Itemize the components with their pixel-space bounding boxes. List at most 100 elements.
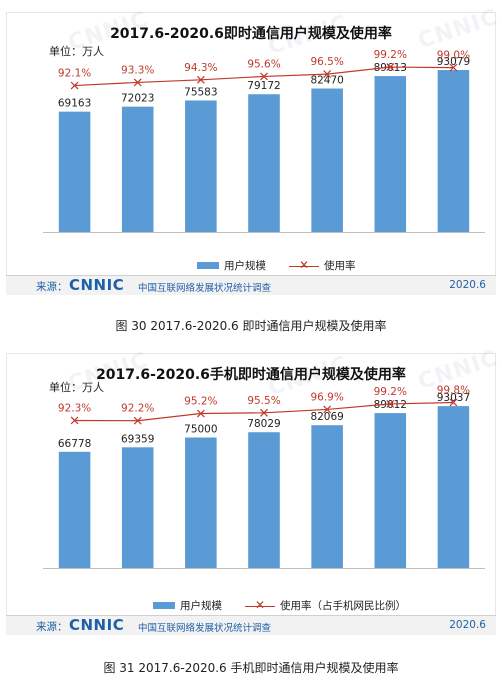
- source-org: 中国互联网络发展状况统计调查: [138, 623, 272, 634]
- rate-point-stroke: [260, 408, 268, 417]
- chart-title: 2017.6-2020.6即时通信用户规模及使用率: [110, 26, 392, 42]
- rate-point-stroke: [70, 81, 79, 90]
- chart-block-2: CNNIC CNNIC CNNIC 2017.6-2020.6手机即时通信用户规…: [0, 346, 502, 682]
- bar-value-label: 72023: [121, 93, 154, 105]
- figure-caption: 图 30 2017.6-2020.6 即时通信用户规模及使用率: [115, 319, 387, 333]
- rate-point-marker: [323, 405, 332, 414]
- unit-label: 单位：万人: [49, 45, 104, 58]
- rate-value-label: 96.9%: [310, 391, 343, 403]
- bar-user-scale: [437, 70, 470, 232]
- chart-plot: 691632017. 6720232017. 12755832018. 6791…: [43, 49, 485, 233]
- bar-value-label: 78029: [247, 418, 280, 430]
- rate-value-label: 92.3%: [58, 402, 91, 414]
- rate-value-label: 96.5%: [310, 56, 343, 68]
- bar-user-scale: [58, 111, 91, 232]
- source-org: 中国互联网络发展状况统计调查: [138, 283, 272, 294]
- legend-bar-label: 用户规模: [224, 260, 266, 272]
- rate-point-marker: [196, 409, 205, 418]
- rate-value-label: 99.2%: [374, 49, 407, 61]
- bar-user-scale: [437, 406, 470, 568]
- rate-point-stroke: [386, 399, 395, 408]
- rate-value-label: 92.2%: [121, 403, 154, 415]
- bar-value-label: 93037: [437, 392, 470, 404]
- bar-user-scale: [248, 94, 280, 232]
- rate-value-label: 95.2%: [184, 396, 217, 408]
- rate-point-stroke: [323, 405, 332, 414]
- bar-user-scale: [121, 106, 154, 232]
- rate-point-marker: [133, 416, 142, 425]
- bar-value-label: 69163: [58, 98, 91, 110]
- source-date: 2020.6: [449, 619, 486, 631]
- cnnic-logo: CNNIC: [69, 276, 125, 294]
- rate-point-marker: [70, 81, 79, 90]
- chart-block-1: CNNIC CNNIC CNNIC 2017.6-2020.6即时通信用户规模及…: [0, 0, 502, 340]
- legend-item-bar: 用户规模: [153, 598, 222, 613]
- legend-line-marker: ✕: [245, 598, 275, 612]
- bar-user-scale: [248, 432, 280, 568]
- chart-panel-2: CNNIC CNNIC CNNIC 2017.6-2020.6手机即时通信用户规…: [6, 346, 501, 616]
- bar-user-scale: [185, 100, 217, 232]
- bar-value-label: 82069: [310, 411, 343, 423]
- bar-user-scale: [374, 76, 407, 232]
- bar-value-label: 93079: [437, 56, 470, 68]
- legend-bar-swatch: [153, 602, 175, 609]
- rate-point-stroke: [386, 63, 395, 72]
- bar-value-label: 82470: [310, 75, 343, 87]
- rate-value-label: 99.8%: [437, 384, 470, 396]
- rate-value-label: 99.2%: [374, 386, 407, 398]
- source-label: 来源：: [36, 621, 68, 633]
- rate-point-stroke: [196, 409, 205, 418]
- legend-line-marker: ✕: [289, 258, 319, 272]
- legend-line-label: 使用率: [324, 260, 356, 272]
- rate-point-marker: [196, 75, 205, 84]
- legend-line-label: 使用率（占手机网民比例）: [280, 600, 406, 612]
- legend-item-line: ✕ 使用率: [289, 258, 356, 273]
- legend-bar-label: 用户规模: [180, 600, 222, 612]
- source-bar: 来源： CNNIC 中国互联网络发展状况统计调查 2020.6: [6, 275, 496, 295]
- source-label: 来源：: [36, 281, 68, 293]
- rate-point-stroke: [133, 78, 142, 87]
- rate-point-marker: [449, 398, 458, 407]
- rate-point-stroke: [323, 70, 332, 79]
- source-date: 2020.6: [449, 279, 486, 291]
- rate-point-stroke: [260, 72, 268, 81]
- bar-value-label: 75583: [184, 86, 217, 98]
- rate-point-stroke: [133, 416, 142, 425]
- bar-user-scale: [311, 88, 343, 232]
- rate-point-marker: [323, 70, 332, 79]
- source-bar: 来源： CNNIC 中国互联网络发展状况统计调查 2020.6: [6, 615, 496, 635]
- legend-item-line: ✕ 使用率（占手机网民比例）: [245, 598, 406, 613]
- rate-value-label: 95.6%: [247, 58, 280, 70]
- chart-title: 2017.6-2020.6手机即时通信用户规模及使用率: [96, 367, 406, 383]
- rate-value-label: 93.3%: [121, 64, 154, 76]
- rate-point-stroke: [196, 75, 205, 84]
- rate-value-label: 92.1%: [58, 68, 91, 80]
- bar-value-label: 89613: [374, 62, 407, 74]
- bar-value-label: 75000: [184, 424, 217, 436]
- legend-item-bar: 用户规模: [197, 258, 266, 273]
- rate-point-marker: [133, 78, 142, 87]
- bar-value-label: 69359: [121, 433, 154, 445]
- bar-user-scale: [311, 425, 343, 568]
- figure-caption: 图 31 2017.6-2020.6 手机即时通信用户规模及使用率: [103, 661, 399, 675]
- bar-user-scale: [58, 451, 91, 568]
- rate-value-label: 94.3%: [184, 62, 217, 74]
- chart-plot: 667782017. 6693592017. 12750002018. 6780…: [43, 384, 485, 569]
- bar-value-label: 79172: [247, 80, 280, 92]
- rate-point-stroke: [70, 416, 79, 425]
- rate-point-stroke: [449, 63, 458, 72]
- bar-user-scale: [374, 413, 407, 568]
- rate-point-marker: [260, 408, 268, 417]
- cnnic-logo: CNNIC: [69, 616, 125, 634]
- rate-point-marker: [449, 63, 458, 72]
- rate-value-label: 95.5%: [247, 395, 280, 407]
- rate-point-marker: [386, 399, 395, 408]
- legend-bar-swatch: [197, 262, 219, 269]
- unit-label: 单位：万人: [49, 381, 104, 394]
- rate-point-stroke: [449, 398, 458, 407]
- bar-value-label: 89012: [374, 399, 407, 411]
- bar-user-scale: [121, 447, 154, 568]
- rate-value-label: 99.0%: [437, 50, 470, 62]
- bar-value-label: 66778: [58, 438, 91, 450]
- chart-panel-1: CNNIC CNNIC CNNIC 2017.6-2020.6即时通信用户规模及…: [6, 5, 501, 280]
